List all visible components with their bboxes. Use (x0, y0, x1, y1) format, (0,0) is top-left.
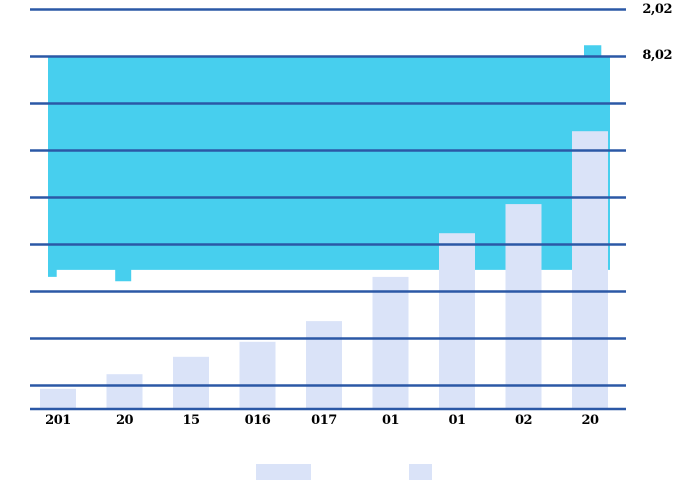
x-axis-label-4: 017 (311, 413, 337, 428)
x-axis-label-1: 20 (116, 413, 134, 428)
grid-lines (30, 8, 626, 411)
bar-3 (239, 341, 276, 409)
x-axis-labels: 201 20 15 016 017 01 01 02 20 (45, 413, 599, 428)
right-axis-label-top: 2,02 (642, 2, 672, 17)
legend-swatch-1 (256, 464, 311, 480)
bar-5 (372, 276, 409, 409)
right-axis-label-bottom: 8,02 (642, 48, 672, 63)
x-axis-label-7: 02 (515, 413, 532, 428)
bar-6 (439, 233, 475, 409)
bar-series (40, 131, 608, 409)
bar-2 (173, 356, 209, 409)
bar-0 (40, 388, 76, 409)
legend (256, 464, 432, 480)
bar-1 (106, 374, 143, 409)
x-axis-label-8: 20 (581, 413, 599, 428)
bar-4 (306, 321, 342, 409)
bar-7 (505, 204, 542, 409)
x-axis-label-2: 15 (182, 413, 200, 428)
x-axis-label-5: 01 (382, 413, 399, 428)
x-axis-label-3: 016 (245, 413, 271, 428)
legend-swatch-2 (409, 464, 432, 480)
bar-8 (572, 131, 608, 409)
x-axis-label-0: 201 (45, 413, 71, 428)
x-axis-label-6: 01 (448, 413, 465, 428)
